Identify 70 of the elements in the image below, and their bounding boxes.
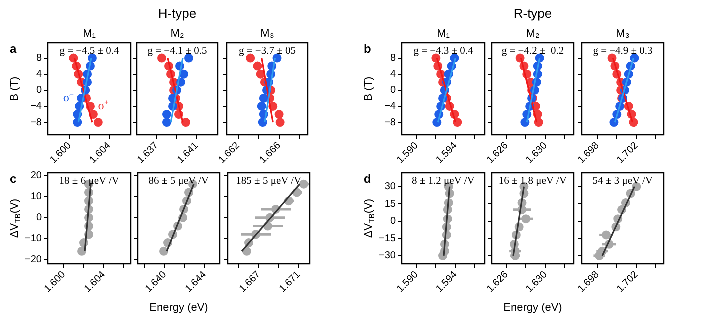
- chart-title: M₂: [170, 28, 184, 40]
- chart-title: M₂: [526, 28, 540, 40]
- point: [274, 110, 284, 120]
- point: [257, 102, 266, 111]
- chart-subtitle: g = −4.3 ± 0.4: [414, 46, 474, 57]
- point: [94, 118, 103, 128]
- y-tick-label: 8: [390, 53, 396, 64]
- y-tick-label: 4: [36, 69, 42, 80]
- y-tick-label: 10: [30, 192, 42, 203]
- y-tick-label: 15: [384, 198, 396, 210]
- y-tick-label: −4: [30, 101, 42, 112]
- y-tick-label: −10: [25, 234, 42, 245]
- point: [259, 94, 268, 103]
- y-tick-label: 30: [384, 182, 396, 193]
- chart-subtitle: 54 ± 3 μeV /V: [592, 176, 654, 187]
- y-tick-label: −15: [379, 233, 396, 244]
- point: [78, 246, 86, 256]
- y-tick-label: 0: [36, 212, 42, 224]
- y-tick-label: 8: [36, 53, 42, 64]
- chart-subtitle: g = −4.9 ± 0.3: [593, 46, 653, 57]
- x-axis-title: Energy (eV): [150, 302, 208, 314]
- y-tick-label: −20: [25, 254, 42, 266]
- point: [534, 118, 544, 128]
- text: d: [364, 172, 372, 186]
- point: [158, 54, 166, 63]
- text: b: [364, 42, 372, 56]
- chart-subtitle: g = −4.5 ± 0.4: [60, 46, 120, 57]
- chart-title: M₃: [260, 28, 274, 40]
- y-tick-label: −4: [384, 101, 396, 112]
- point: [602, 230, 611, 240]
- chart-subtitle: g = −3.7 ± 05: [239, 46, 296, 57]
- series-label: σ⁺: [98, 98, 109, 113]
- point: [253, 62, 262, 71]
- y-axis-title: B (T): [9, 76, 22, 102]
- point: [453, 118, 462, 128]
- x-axis-title: Energy (eV): [504, 302, 562, 314]
- point: [522, 214, 531, 224]
- point: [276, 118, 285, 128]
- chart-title: M₃: [616, 28, 630, 40]
- y-tick-label: 0: [390, 216, 396, 228]
- point: [160, 246, 168, 256]
- chart-subtitle: 8 ± 1.2 μeV /V: [412, 176, 476, 187]
- chart-subtitle: 16 ± 1.8 μeV /V: [498, 176, 568, 187]
- chart-subtitle: 185 ± 5 μeV /V: [236, 176, 302, 187]
- point: [520, 118, 530, 128]
- point: [242, 246, 252, 256]
- point: [246, 54, 256, 63]
- text: c: [10, 172, 17, 186]
- y-tick-label: −30: [379, 250, 396, 262]
- series-label: σ⁻: [63, 90, 74, 105]
- chart-title: M₁: [437, 28, 450, 40]
- y-tick-label: 0: [390, 85, 396, 96]
- chart-title: M₁: [83, 28, 96, 40]
- chart-subtitle: 18 ± 6 μeV /V: [59, 176, 120, 187]
- text: H-type: [158, 6, 197, 21]
- point: [162, 118, 172, 128]
- chart-subtitle: g = −4.1 ± 0.5: [148, 46, 208, 57]
- text: a: [10, 42, 17, 56]
- text: R-type: [514, 6, 552, 21]
- point: [182, 118, 190, 128]
- y-axis-title: B (T): [363, 76, 376, 102]
- y-tick-label: 20: [30, 170, 42, 182]
- y-tick-label: −8: [384, 117, 396, 128]
- y-tick-label: 4: [390, 69, 396, 80]
- y-tick-label: 0: [36, 85, 42, 96]
- point: [184, 54, 194, 63]
- chart-subtitle: 86 ± 5 μeV /V: [148, 176, 210, 187]
- chart-subtitle: g = −4.2 ± 0.2: [502, 46, 564, 57]
- y-tick-label: −8: [30, 117, 42, 128]
- point: [162, 110, 172, 120]
